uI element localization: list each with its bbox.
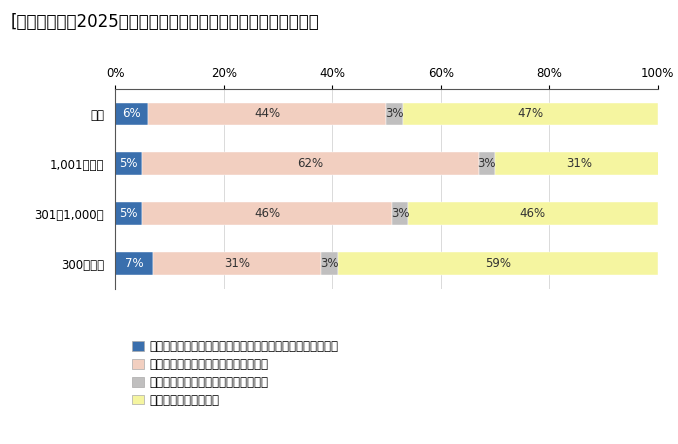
Text: 3%: 3% <box>385 107 404 120</box>
Text: 46%: 46% <box>254 207 280 220</box>
Text: 6%: 6% <box>122 107 141 120</box>
Text: 59%: 59% <box>485 257 511 270</box>
Bar <box>392 202 408 225</box>
Text: [図表１２｝　2025年卒採用に向けた理系研究室訪問の実施状況: [図表１２｝ 2025年卒採用に向けた理系研究室訪問の実施状況 <box>10 13 319 32</box>
Bar <box>386 103 403 125</box>
Bar <box>403 103 658 125</box>
Bar <box>148 103 386 125</box>
Text: 5%: 5% <box>119 157 138 170</box>
Text: 31%: 31% <box>566 157 592 170</box>
Bar <box>338 252 658 275</box>
Text: 3%: 3% <box>477 157 496 170</box>
Text: 44%: 44% <box>254 107 280 120</box>
Text: 3%: 3% <box>320 257 339 270</box>
Bar <box>115 202 142 225</box>
Text: 5%: 5% <box>119 207 138 220</box>
Bar <box>142 202 392 225</box>
Bar <box>495 152 663 175</box>
Text: 7%: 7% <box>125 257 144 270</box>
Text: 62%: 62% <box>298 157 323 170</box>
Bar <box>153 252 321 275</box>
Text: 47%: 47% <box>517 107 543 120</box>
Bar <box>142 152 479 175</box>
Text: 31%: 31% <box>224 257 250 270</box>
Bar <box>479 152 495 175</box>
Bar <box>115 103 148 125</box>
Text: 46%: 46% <box>520 207 546 220</box>
Bar <box>321 252 338 275</box>
Text: 3%: 3% <box>391 207 410 220</box>
Bar <box>408 202 658 225</box>
Bar <box>115 252 153 275</box>
Legend: 前年は実施していないが、今年は実施した（実施する予定）, 前年同様に実施した（実施する予定）, 前年は実施したが、今年は実施しない, 前年同様に実施しない: 前年は実施していないが、今年は実施した（実施する予定）, 前年同様に実施した（実… <box>132 341 339 407</box>
Bar <box>115 152 142 175</box>
